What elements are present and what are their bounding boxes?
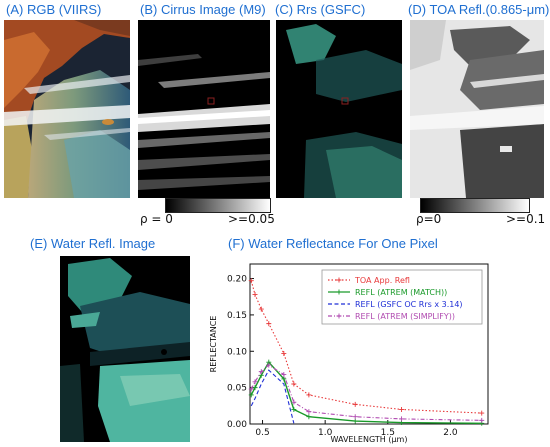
cirrus-scale-min: ρ = 0 [140,212,173,226]
series-line-1 [250,280,482,414]
y-tick-label: 0.20 [227,275,247,285]
series-point [399,416,405,422]
series-point [352,418,358,424]
y-tick-label: 0.00 [227,420,247,430]
panel-e-title: Water Refl. Image [50,236,156,251]
toa-scale-max: >=0.1 [506,212,546,226]
series-point [248,392,254,398]
legend-box [321,269,483,325]
legend-marker [336,289,342,295]
x-tick-label: 2.0 [443,428,458,438]
series-line-2 [250,360,482,424]
panel-a-label: (A) RGB (VIIRS) [6,2,101,17]
panel-c-letter: (C) [275,2,294,17]
water-refl-image [60,256,190,442]
series-line-3 [250,369,295,424]
series-point [399,406,405,412]
ticks-layer: 0.5 1.0 1.5 2.0 0.00 0.05 0.10 0.15 0.20 [227,275,458,438]
series-point [281,350,287,356]
series-point [266,362,272,368]
x-axis-label: WAVELENGTH (μm) [331,435,408,444]
panel-a-title: RGB (VIIRS) [26,2,102,17]
x-tick-label: 1.5 [381,428,395,438]
panel-a-letter: (A) [6,2,24,17]
series-point [252,385,258,391]
series-point [258,306,264,312]
panel-f-title: Water Reflectance For One Pixel [248,236,438,251]
series-point [281,372,287,378]
y-axis-label: REFLECTANCE [209,316,218,373]
series-point [291,381,297,387]
legend-entry: TOA App. Refl [354,276,410,285]
legend-entry: REFL (ATREM (MATCH)) [355,288,447,297]
cirrus-m9-image [138,20,270,198]
series-point [352,414,358,420]
panel-e-label: (E) Water Refl. Image [30,236,155,251]
series-point [266,321,272,327]
toa-scale-min: ρ=0 [416,212,442,226]
series-point [306,409,312,415]
legend-entry: REFL (GSFC OC Rrs x 3.14) [355,300,463,309]
panel-b-label: (B) Cirrus Image (M9) [140,2,266,17]
series-point [306,414,312,420]
series-point [248,278,254,284]
panel-d-letter: (D) [408,2,427,17]
toa-colorbar [420,198,530,213]
legend-marker [336,313,342,319]
series-point [281,376,287,382]
cirrus-colorbar [165,198,271,213]
series-point [306,392,312,398]
series-point [248,386,254,392]
panel-f-label: (F) Water Reflectance For One Pixel [228,236,438,251]
panel-d-title: TOA Refl.(0.865-μm) [429,2,550,17]
y-tick-label: 0.10 [227,347,247,357]
legend-marker [336,277,342,283]
panel-d-label: (D) TOA Refl.(0.865-μm) [408,2,549,17]
y-tick-label: 0.15 [227,311,247,321]
panel-c-label: (C) Rrs (GSFC) [275,2,365,17]
legend: TOA App. Refl REFL (ATREM (MATCH)) REFL (G… [321,269,483,325]
series-point [252,379,258,385]
rgb-viirs-image [4,20,130,198]
panel-f-letter: (F) [228,236,245,251]
toa-refl-image [410,20,544,198]
panel-b-title: Cirrus Image (M9) [160,2,266,17]
x-tick-label: 1.0 [318,428,333,438]
water-reflectance-chart: 0.5 1.0 1.5 2.0 0.00 0.05 0.10 0.15 0.20 REFLECT… [209,263,489,444]
series-layer [248,278,485,426]
series-point [291,399,297,405]
series-point [258,369,264,375]
y-tick-label: 0.05 [227,384,247,394]
cirrus-scale-max: >=0.05 [228,212,275,226]
series-point [352,401,358,407]
series-point [252,292,258,298]
series-point [479,410,485,416]
legend-entry: REFL (ATREM (SIMPLIFY)) [355,312,455,321]
series-line-4 [250,364,482,421]
rrs-gsfc-image [276,20,402,198]
panel-c-title: Rrs (GSFC) [296,2,366,17]
series-point [291,406,297,412]
series-point [479,417,485,423]
panel-e-letter: (E) [30,236,48,251]
panel-b-letter: (B) [140,2,158,17]
x-tick-label: 0.5 [255,428,269,438]
